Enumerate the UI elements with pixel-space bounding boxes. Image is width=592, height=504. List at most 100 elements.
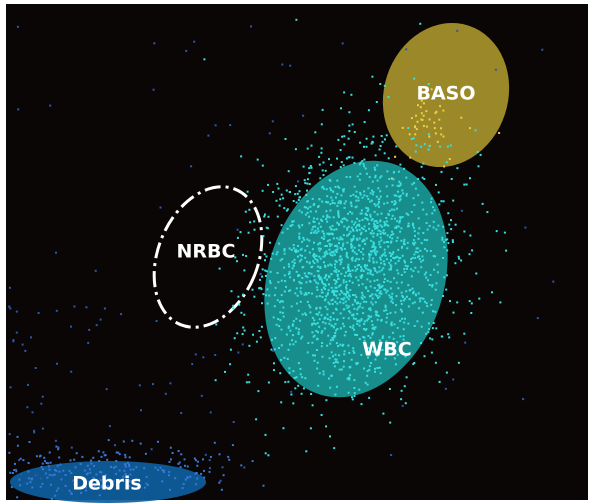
- event-point: [322, 373, 325, 376]
- event-point: [229, 124, 232, 127]
- event-point: [327, 289, 330, 292]
- event-point: [335, 228, 338, 231]
- event-point: [420, 266, 423, 269]
- event-point: [335, 251, 338, 253]
- event-point: [297, 333, 300, 335]
- event-point: [321, 296, 324, 298]
- event-point: [314, 225, 317, 228]
- event-point: [298, 196, 301, 199]
- event-point: [283, 266, 286, 269]
- event-point: [301, 335, 304, 338]
- event-point: [357, 319, 360, 322]
- event-point: [373, 220, 376, 223]
- event-point: [96, 488, 99, 490]
- event-point: [389, 236, 391, 239]
- event-point: [418, 297, 421, 300]
- event-point: [383, 251, 386, 254]
- event-point: [436, 263, 439, 266]
- event-point: [349, 270, 352, 273]
- event-point: [379, 290, 382, 293]
- event-point: [323, 286, 325, 289]
- event-point: [365, 328, 368, 330]
- event-point: [379, 145, 382, 147]
- event-point: [382, 412, 385, 415]
- event-point: [352, 314, 355, 317]
- event-point: [361, 160, 364, 163]
- event-point: [229, 348, 232, 351]
- event-point: [306, 276, 309, 278]
- event-point: [179, 466, 182, 469]
- event-point: [419, 106, 422, 109]
- event-point: [355, 237, 358, 240]
- event-point: [385, 134, 388, 137]
- event-point: [329, 318, 332, 321]
- event-point: [310, 144, 313, 147]
- event-point: [336, 302, 339, 305]
- event-point: [320, 291, 323, 294]
- event-point: [328, 252, 331, 255]
- event-point: [335, 271, 338, 274]
- event-point: [136, 487, 139, 490]
- event-point: [224, 370, 226, 373]
- event-point: [318, 311, 321, 314]
- event-point: [356, 301, 359, 304]
- event-point: [432, 220, 435, 223]
- event-point: [20, 473, 23, 476]
- event-point: [324, 245, 327, 247]
- event-point: [324, 254, 327, 256]
- event-point: [55, 309, 58, 312]
- event-point: [383, 288, 386, 291]
- event-point: [374, 358, 377, 361]
- event-point: [132, 468, 135, 471]
- event-point: [373, 250, 376, 253]
- event-point: [306, 182, 309, 185]
- event-point: [360, 251, 363, 253]
- event-point: [337, 185, 340, 188]
- event-point: [134, 479, 137, 482]
- event-point: [435, 282, 438, 285]
- event-point: [124, 473, 127, 475]
- event-point: [333, 253, 336, 256]
- event-point: [292, 370, 295, 373]
- event-point: [406, 247, 409, 250]
- event-point: [399, 194, 402, 197]
- event-point: [279, 259, 282, 262]
- event-point: [359, 275, 362, 278]
- event-point: [317, 205, 319, 208]
- event-point: [307, 342, 310, 344]
- event-point: [422, 114, 425, 117]
- event-point: [427, 322, 430, 325]
- event-point: [403, 321, 406, 324]
- event-point: [301, 240, 304, 243]
- nrbc-label: NRBC: [177, 241, 236, 263]
- event-point: [361, 297, 364, 300]
- event-point: [294, 387, 297, 390]
- event-point: [392, 256, 395, 259]
- event-point: [328, 248, 331, 251]
- event-point: [290, 224, 292, 227]
- event-point: [273, 348, 276, 351]
- event-point: [323, 251, 326, 254]
- event-point: [404, 264, 407, 267]
- event-point: [218, 481, 221, 484]
- event-point: [286, 357, 289, 360]
- event-point: [169, 488, 171, 491]
- gate-regions: [10, 22, 510, 503]
- event-point: [317, 243, 320, 246]
- event-point: [296, 192, 299, 195]
- event-point: [319, 266, 322, 269]
- event-point: [9, 471, 12, 474]
- event-point: [122, 475, 125, 478]
- event-point: [145, 482, 148, 485]
- event-point: [363, 145, 365, 148]
- event-point: [276, 251, 279, 254]
- event-point: [495, 230, 498, 233]
- event-point: [379, 219, 382, 222]
- event-point: [359, 212, 362, 215]
- event-point: [207, 134, 210, 137]
- event-point: [312, 322, 315, 325]
- event-point: [39, 454, 42, 457]
- event-point: [308, 171, 311, 174]
- event-point: [11, 472, 14, 474]
- event-point: [221, 466, 224, 469]
